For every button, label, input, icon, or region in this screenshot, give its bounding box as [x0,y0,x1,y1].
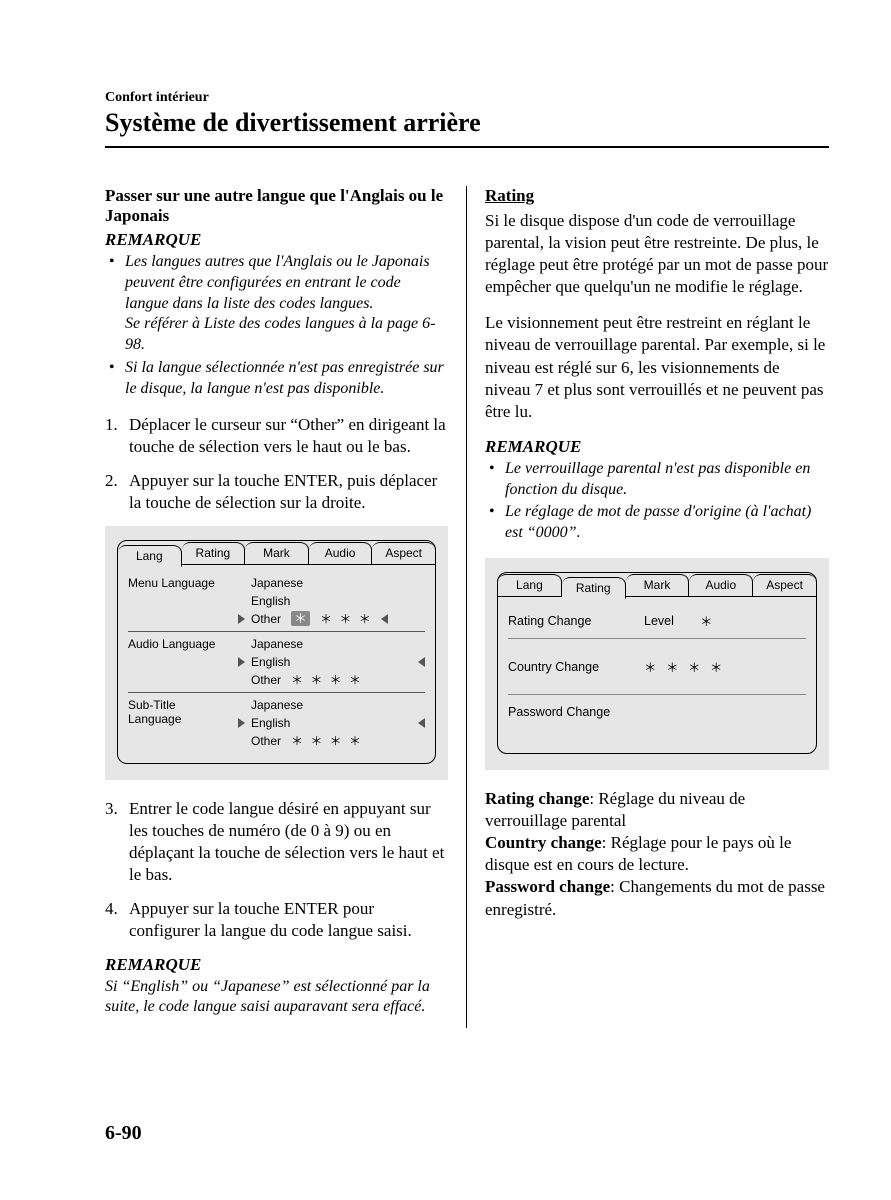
def-password-change: Password change: Changements du mot de p… [485,876,829,920]
tab-rating: Rating [182,542,246,564]
lang-ui-screenshot: Lang Rating Mark Audio Aspect Menu Langu… [105,526,448,780]
opt: Other [251,610,281,628]
country-change-row: Country Change ＊ ＊ ＊ ＊ [508,639,806,695]
remarque-label-2: REMARQUE [105,955,448,975]
page-number: 6-90 [105,1122,142,1145]
tab-aspect: Aspect [372,542,435,564]
code-stars: ＊ ＊ ＊ ＊ [291,732,363,750]
step-item: Appuyer sur la touche ENTER pour configu… [105,898,448,942]
row-label: Password Change [508,705,638,719]
tab-mark: Mark [626,574,690,596]
lang-tabs: Lang Rating Mark Audio Aspect [118,541,435,565]
left-note-list: Les langues autres que l'Anglais ou le J… [105,252,448,400]
code-stars: ＊ ＊ ＊ ＊ [291,671,363,689]
header-rule [105,146,829,148]
rating-change-row: Rating Change Level ＊ [508,603,806,639]
menu-language-row: Menu Language Japanese English Other ＊ ＊ … [128,571,425,632]
rating-heading: Rating [485,186,829,206]
tab-audio: Audio [689,574,753,596]
triangle-right-icon [238,718,245,728]
row-val: ＊ ＊ ＊ ＊ [644,657,725,676]
left-steps-12: Déplacer le curseur sur “Other” en dirig… [105,414,448,514]
triangle-right-icon [238,614,245,624]
def-country-change: Country change: Réglage pour le pays où … [485,832,829,876]
left-steps-34: Entrer le code langue désiré en appuyant… [105,798,448,943]
triangle-left-icon [418,657,425,667]
right-column: Rating Si le disque dispose d'un code de… [467,186,829,1028]
note-item: Les langues autres que l'Anglais ou le J… [105,252,448,356]
rating-ui-body: Rating Change Level ＊ Country Change ＊ ＊… [498,597,816,753]
subtitle-language-options: Japanese English Other ＊ ＊ ＊ ＊ [238,696,425,750]
note-item: Le verrouillage parental n'est pas dispo… [485,459,829,501]
step-item: Déplacer le curseur sur “Other” en dirig… [105,414,448,458]
left-heading: Passer sur une autre langue que l'Anglai… [105,186,448,226]
remarque-label: REMARQUE [105,230,448,250]
chapter-label: Confort intérieur [105,90,829,106]
rating-ui-panel: Lang Rating Mark Audio Aspect Rating Cha… [497,572,817,754]
triangle-left-icon [418,718,425,728]
opt: Japanese [251,696,303,714]
left-column: Passer sur une autre langue que l'Anglai… [105,186,467,1028]
audio-language-row: Audio Language Japanese English Other ＊ ＊… [128,632,425,693]
step-item: Appuyer sur la touche ENTER, puis déplac… [105,470,448,514]
subtitle-language-row: Sub-Title Language Japanese English Ot [128,693,425,753]
columns: Passer sur une autre langue que l'Anglai… [105,186,829,1028]
opt: Japanese [251,635,303,653]
rating-ui-screenshot: Lang Rating Mark Audio Aspect Rating Cha… [485,558,829,770]
note-item: Si la langue sélectionnée n'est pas enre… [105,358,448,400]
page-title: Système de divertissement arrière [105,108,829,138]
rating-p1: Si le disque dispose d'un code de verrou… [485,210,829,298]
note-item: Le réglage de mot de passe d'origine (à … [485,502,829,544]
tab-lang: Lang [498,574,562,596]
opt: English [251,592,290,610]
row-val: ＊ [700,611,716,630]
tab-mark: Mark [245,542,309,564]
def-rating-change: Rating change: Réglage du niveau de verr… [485,788,829,832]
tab-lang: Lang [118,545,182,567]
opt: Other [251,671,281,689]
left-note-2: Si “English” ou “Japanese” est sélection… [105,977,448,1019]
audio-language-label: Audio Language [128,635,238,651]
lang-ui-body: Menu Language Japanese English Other ＊ ＊ … [118,565,435,763]
audio-language-options: Japanese English Other ＊ ＊ ＊ ＊ [238,635,425,689]
password-change-row: Password Change [508,695,806,743]
rating-p2: Le visionnement peut être restreint en r… [485,312,829,422]
step-item: Entrer le code langue désiré en appuyant… [105,798,448,886]
triangle-right-icon [238,657,245,667]
rating-tabs: Lang Rating Mark Audio Aspect [498,573,816,597]
row-label: Rating Change [508,614,638,628]
lang-ui-panel: Lang Rating Mark Audio Aspect Menu Langu… [117,540,436,764]
opt: Other [251,732,281,750]
menu-language-label: Menu Language [128,574,238,590]
remarque-label-right: REMARQUE [485,437,829,457]
code-highlight: ＊ [291,611,310,626]
row-mid: Level [644,614,694,628]
tab-aspect: Aspect [753,574,816,596]
opt: English [251,714,290,732]
triangle-left-icon [381,614,388,624]
tab-rating: Rating [562,577,626,599]
code-stars: ＊ ＊ ＊ [320,610,373,628]
row-label: Country Change [508,660,638,674]
tab-audio: Audio [309,542,373,564]
page: Confort intérieur Système de divertissem… [0,0,891,1068]
opt: English [251,653,290,671]
opt: Japanese [251,574,303,592]
subtitle-language-label: Sub-Title Language [128,696,238,726]
right-note-list: Le verrouillage parental n'est pas dispo… [485,459,829,544]
menu-language-options: Japanese English Other ＊ ＊ ＊ ＊ [238,574,425,628]
